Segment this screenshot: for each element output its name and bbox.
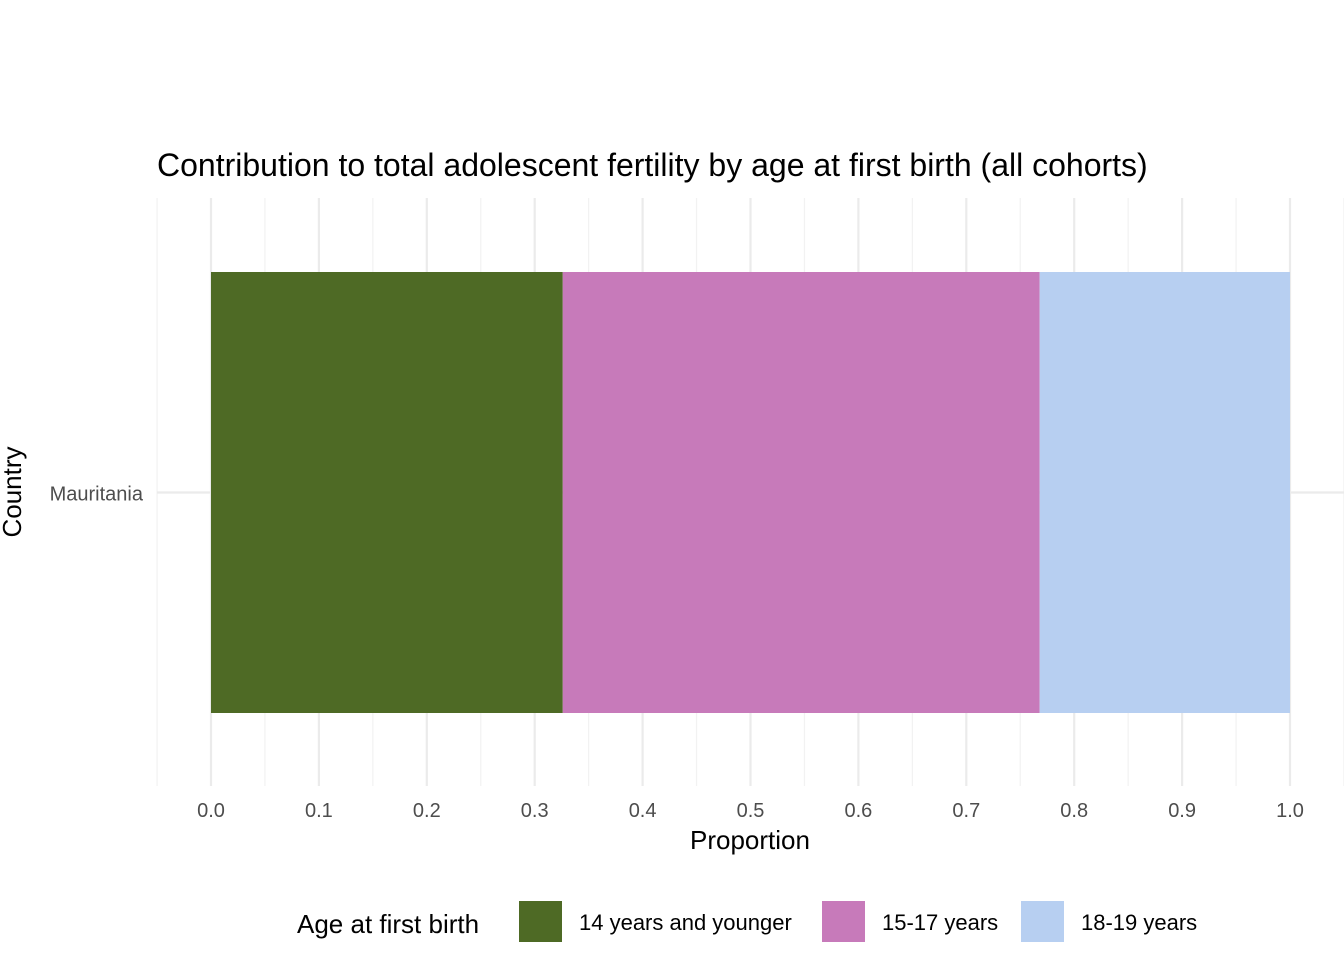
legend-title: Age at first birth xyxy=(297,909,479,939)
x-axis-title: Proportion xyxy=(690,825,810,855)
bar-segment-3 xyxy=(1039,272,1290,713)
x-axis-tick-labels: 0.0 0.1 0.2 0.3 0.4 0.5 0.6 0.7 0.8 0.9 1.0 xyxy=(197,800,1304,822)
x-tick-label: 0.0 xyxy=(197,800,225,822)
y-tick-label: Mauritania xyxy=(50,484,144,506)
bar-segment-1 xyxy=(211,272,563,713)
legend-key xyxy=(822,901,865,942)
legend-key xyxy=(1021,901,1064,942)
y-axis-tick-labels: Mauritania xyxy=(50,484,144,506)
bars xyxy=(211,272,1290,713)
legend-items: 14 years and younger 15-17 years 18-19 yea… xyxy=(519,901,1197,942)
chart-title: Contribution to total adolescent fertili… xyxy=(157,147,1148,183)
legend-item: 15-17 years xyxy=(822,901,998,942)
legend: Age at first birth 14 years and younger 1… xyxy=(297,901,1197,942)
x-tick-label: 0.1 xyxy=(305,800,333,822)
x-tick-label: 0.8 xyxy=(1060,800,1088,822)
legend-item: 14 years and younger xyxy=(519,901,792,942)
legend-label: 14 years and younger xyxy=(579,910,792,935)
x-tick-label: 0.6 xyxy=(844,800,872,822)
legend-label: 15-17 years xyxy=(882,910,998,935)
bar-segment-2 xyxy=(562,272,1040,713)
x-tick-label: 0.4 xyxy=(629,800,657,822)
x-tick-label: 1.0 xyxy=(1276,800,1304,822)
x-tick-label: 0.5 xyxy=(737,800,765,822)
y-axis-title: Country xyxy=(0,446,27,537)
legend-key xyxy=(519,901,562,942)
x-tick-label: 0.2 xyxy=(413,800,441,822)
legend-item: 18-19 years xyxy=(1021,901,1197,942)
legend-label: 18-19 years xyxy=(1081,910,1197,935)
x-tick-label: 0.7 xyxy=(952,800,980,822)
x-tick-label: 0.3 xyxy=(521,800,549,822)
x-tick-label: 0.9 xyxy=(1168,800,1196,822)
